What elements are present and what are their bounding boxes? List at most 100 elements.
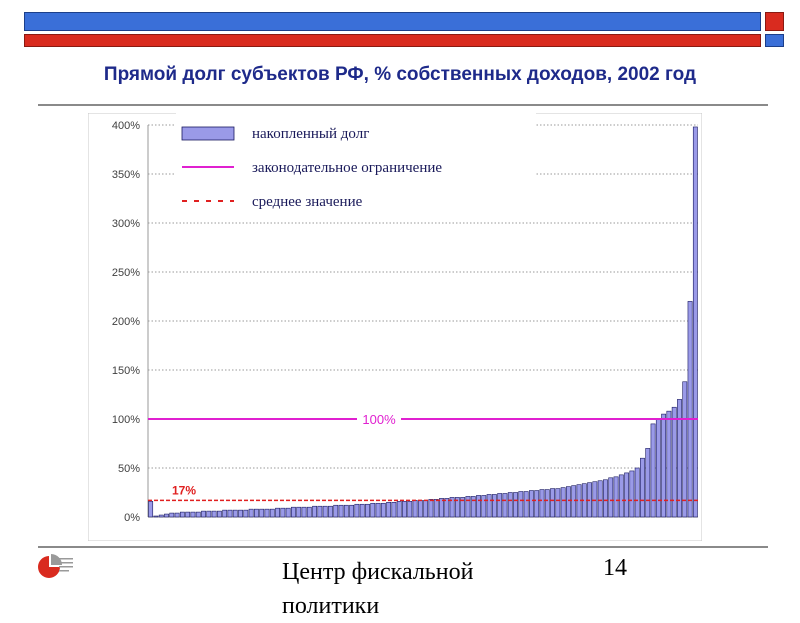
bar (380, 502, 386, 518)
bar (259, 508, 265, 518)
bar (375, 502, 381, 518)
bar (407, 501, 413, 518)
bar (671, 406, 677, 518)
bar (296, 506, 302, 518)
bar (608, 477, 614, 518)
bar (486, 494, 492, 518)
bar (497, 493, 503, 518)
bar (158, 514, 164, 518)
header-bar-red (24, 34, 761, 47)
bar (359, 503, 365, 518)
bar (550, 488, 555, 518)
limit-label: 100% (362, 412, 396, 427)
bar (666, 410, 672, 518)
bar (264, 508, 270, 518)
bar (190, 511, 196, 518)
bar (328, 505, 333, 518)
bar (444, 498, 450, 518)
bar (222, 509, 228, 518)
chart-legend: накопленный долг законодательное ограниче… (176, 113, 536, 215)
bar (618, 474, 624, 518)
bar (169, 512, 175, 518)
bar (534, 490, 540, 518)
bar (523, 491, 529, 518)
bar (544, 489, 550, 518)
bar (365, 503, 370, 518)
bar (634, 467, 640, 518)
bar (650, 423, 656, 518)
bar (216, 510, 222, 518)
bar (629, 470, 635, 518)
bar (153, 515, 159, 518)
bar (518, 491, 524, 518)
bar (539, 489, 545, 518)
bar (597, 480, 603, 518)
bar (243, 509, 249, 518)
bar (349, 504, 355, 518)
y-tick-label: 100% (112, 414, 140, 426)
bar (195, 511, 201, 518)
bar (555, 488, 561, 518)
bar (571, 485, 577, 518)
header-square-blue (765, 34, 784, 47)
bar (238, 509, 243, 518)
bar (174, 512, 180, 518)
y-tick-label: 0% (124, 512, 140, 524)
bar (354, 503, 360, 518)
header-bar-blue (24, 12, 761, 31)
legend-background (176, 113, 536, 215)
bar (507, 492, 513, 518)
bar (312, 505, 318, 518)
bar (433, 499, 439, 518)
slide-title: Прямой долг субъектов РФ, % собственных … (103, 64, 697, 85)
bar (465, 496, 471, 518)
bar (201, 510, 206, 518)
bar (423, 500, 429, 518)
bar (412, 500, 418, 518)
bar (164, 513, 169, 518)
page-number: 14 (603, 555, 627, 581)
bar (603, 479, 608, 518)
bar (301, 506, 307, 518)
y-tick-label: 250% (112, 267, 140, 279)
bar (692, 126, 698, 518)
bar (148, 501, 154, 518)
y-tick-label: 400% (112, 120, 140, 132)
bar (291, 506, 296, 518)
legend-label: накопленный долг (252, 126, 369, 142)
bar (682, 381, 688, 518)
limit-label-bg (357, 410, 401, 428)
bar (370, 502, 376, 518)
bar (613, 476, 619, 518)
bar (179, 511, 185, 518)
center-fiscal-policy-logo-icon (38, 554, 73, 578)
bar (391, 501, 397, 518)
footer-organization: Центр фискальной политики (282, 559, 474, 619)
y-tick-label: 50% (118, 463, 140, 475)
bar (624, 472, 630, 518)
legend-label: законодательное ограничение (252, 160, 442, 176)
bar (439, 498, 444, 518)
bar (317, 505, 323, 518)
legend-label: среднее значение (252, 194, 363, 210)
bar (502, 493, 508, 518)
bar (343, 504, 349, 518)
bar (560, 487, 566, 518)
bar (460, 497, 466, 518)
bar (640, 457, 645, 518)
bar (185, 511, 191, 518)
bar (396, 501, 402, 518)
bar (491, 494, 497, 518)
bar (428, 499, 434, 518)
y-tick-label: 300% (112, 218, 140, 230)
bar (513, 492, 518, 518)
debt-chart: 0% 50% 100% 150% 200% 250% 300% 350% 400% 100% 17… (88, 113, 702, 541)
bar (232, 509, 238, 518)
bar (269, 508, 275, 518)
footer-divider (38, 546, 768, 548)
bar (248, 508, 254, 518)
bar (661, 413, 667, 518)
title-divider (38, 104, 768, 106)
bar (677, 399, 682, 518)
bar (306, 506, 312, 518)
